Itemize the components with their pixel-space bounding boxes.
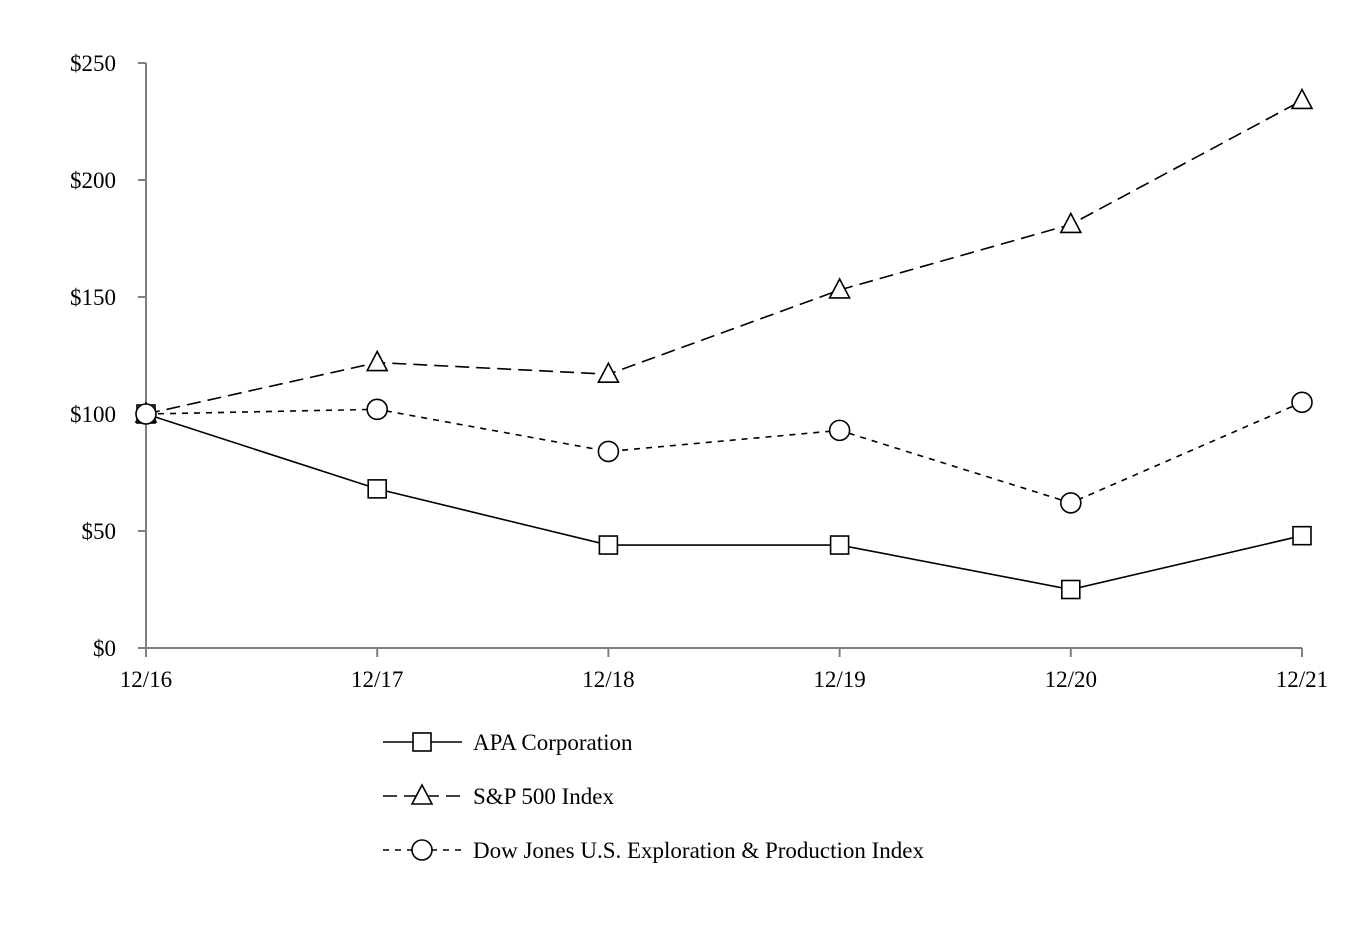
legend-item-dow-jones-u-s-exploration-production-index: Dow Jones U.S. Exploration & Production …	[383, 838, 925, 863]
y-tick-label: $250	[70, 51, 116, 76]
legend-label: APA Corporation	[473, 730, 633, 755]
y-tick-label: $0	[93, 636, 116, 661]
x-tick-label: 12/18	[582, 667, 634, 692]
circle-point	[1291, 391, 1313, 414]
legend-triangle-marker	[410, 783, 434, 805]
square-point	[1061, 579, 1081, 600]
triangle-point	[365, 349, 389, 372]
series-line-dow-jones-u-s-exploration-production-index	[145, 401, 1303, 504]
legend-item-apa-corporation: APA Corporation	[383, 730, 633, 755]
y-tick-label: $200	[70, 168, 116, 193]
y-tick-label: $150	[70, 285, 116, 310]
x-tick-label: 12/20	[1045, 667, 1097, 692]
x-tick-label: 12/17	[351, 667, 403, 692]
legend: APA Corporation S&P 500 Index Dow Jones U.…	[383, 730, 925, 863]
legend-square-marker	[412, 732, 432, 752]
square-point	[598, 535, 619, 555]
y-axis: $0 $50 $100 $150 $200 $250	[70, 51, 146, 661]
square-point	[829, 535, 850, 555]
triangle-point	[1059, 211, 1083, 234]
legend-circle-marker	[411, 839, 433, 861]
plot-area	[134, 87, 1314, 600]
x-tick-label: 12/21	[1276, 667, 1328, 692]
square-point	[1292, 525, 1312, 546]
x-tick-label: 12/16	[120, 667, 172, 692]
x-tick-label: 12/19	[813, 667, 865, 692]
legend-label: Dow Jones U.S. Exploration & Production …	[473, 838, 925, 863]
series-dow-jones-u-s-exploration-production-index	[135, 391, 1313, 514]
x-axis: 12/16 12/17 12/18 12/19 12/20 12/21	[120, 648, 1328, 692]
series-line-apa-corporation	[145, 413, 1303, 591]
circle-point	[135, 403, 157, 425]
circle-point	[828, 419, 851, 442]
series-s-p-500-index	[134, 87, 1314, 423]
circle-point	[366, 398, 389, 421]
y-tick-label: $50	[82, 519, 117, 544]
legend-item-s-p-500-index: S&P 500 Index	[383, 783, 614, 809]
circle-point	[597, 440, 620, 463]
legend-label: S&P 500 Index	[473, 784, 614, 809]
triangle-point	[1290, 87, 1314, 110]
y-tick-label: $100	[70, 402, 116, 427]
square-point	[367, 479, 388, 499]
series-apa-corporation	[136, 404, 1312, 600]
series-line-s-p-500-index	[145, 99, 1303, 415]
triangle-point	[597, 361, 620, 384]
triangle-point	[828, 277, 851, 299]
circle-point	[1060, 492, 1082, 514]
